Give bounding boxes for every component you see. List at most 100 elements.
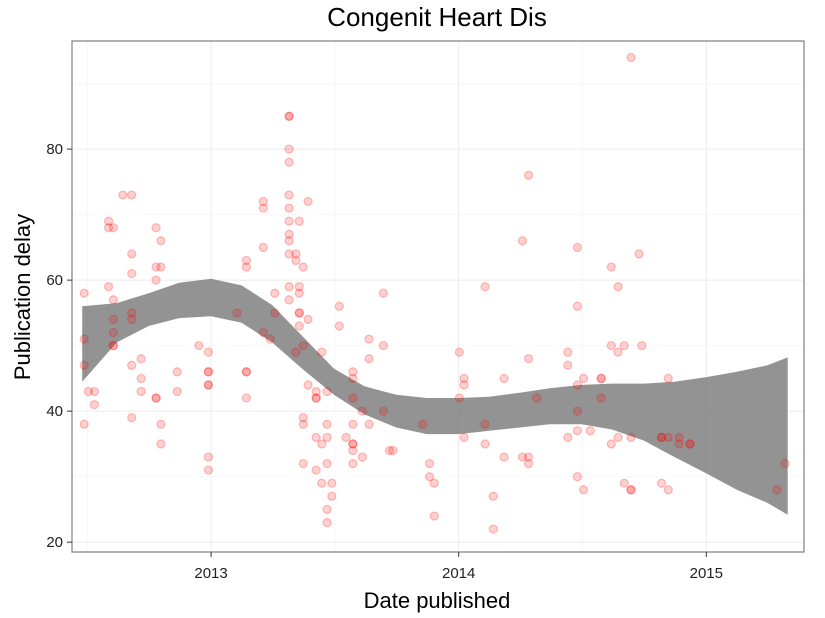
data-point [480,282,490,292]
data-point [317,478,327,488]
data-point [613,282,623,292]
smooth-band-layer [82,278,788,515]
data-point [291,255,301,266]
data-point [619,340,629,351]
data-point [348,393,358,403]
data-point [572,472,583,482]
data-point [298,419,308,429]
data-point [284,229,294,239]
data-point [108,295,119,305]
chart-title: Congenit Heart Dis [327,2,547,32]
data-point [79,419,89,429]
data-point [532,393,542,403]
data-point [284,282,294,292]
data-point [258,196,268,207]
data-point [172,386,182,397]
data-point [480,439,490,449]
points-layer [79,52,790,534]
data-point [203,452,214,462]
data-point [232,308,242,318]
data-point [348,367,358,377]
data-point [311,393,321,403]
data-point [303,196,313,207]
data-point [454,347,465,357]
data-point [298,262,308,272]
data-point [156,419,166,429]
data-point [517,452,528,462]
data-point [772,485,782,495]
data-point [203,367,214,377]
data-point [108,340,119,351]
data-point [348,419,358,429]
data-point [127,413,137,423]
data-point [685,439,695,449]
data-point [151,393,161,403]
data-point [424,458,435,469]
data-point [327,478,337,488]
data-point [284,249,294,259]
data-point [626,52,636,63]
data-point [572,301,583,311]
data-point [334,321,344,331]
data-point [563,432,573,443]
data-point [156,236,166,246]
data-point [108,327,119,338]
data-point [606,340,616,351]
x-tick-label: 2013 [194,565,227,582]
data-point [311,432,321,443]
data-point [429,511,439,521]
data-point [241,367,252,377]
data-point [317,347,327,357]
data-point [89,399,100,410]
data-point [634,249,644,259]
y-tick-label: 80 [46,141,63,158]
data-point [241,255,252,266]
data-point [613,347,623,357]
data-point [348,445,358,456]
data-point [517,236,528,246]
data-point [424,472,435,482]
data-point [294,216,304,226]
data-point [378,340,389,351]
data-point [626,485,636,495]
data-point [523,354,534,364]
data-point [284,216,294,226]
data-point [364,419,374,429]
data-point [663,485,673,495]
data-point [578,373,589,384]
panel-border [71,40,805,553]
data-point [334,301,344,311]
data-point [136,386,146,397]
data-point [89,386,100,397]
data-point [384,445,395,456]
data-point [172,367,182,377]
data-point [291,249,301,259]
data-point [317,439,327,449]
data-point [127,268,137,279]
data-point [480,419,490,429]
data-point [322,432,332,443]
data-point [194,340,204,351]
data-point [418,419,428,429]
data-point [294,288,304,298]
data-point [459,373,469,384]
data-point [79,360,89,370]
data-point [613,432,623,443]
data-point [284,236,294,246]
data-point [348,373,358,384]
data-point [523,452,534,462]
data-point [258,242,268,253]
x-tick-label: 2014 [442,565,475,582]
data-point [637,340,647,351]
data-point [294,282,304,292]
data-point [663,432,673,443]
data-point [626,432,636,443]
data-point [294,321,304,331]
data-point [83,386,93,397]
data-point [626,485,636,495]
data-point [241,393,252,403]
data-point [596,393,606,403]
data-point [127,190,137,200]
data-point [499,452,509,462]
data-point [270,308,280,318]
